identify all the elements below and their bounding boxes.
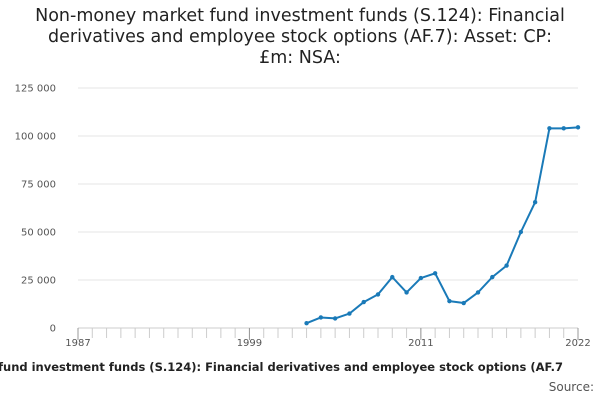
data-point[interactable] (432, 271, 438, 276)
data-point[interactable] (347, 311, 352, 316)
gridlines (78, 87, 578, 281)
data-point[interactable] (375, 292, 381, 297)
x-tick-label: 1999 (237, 338, 262, 349)
data-point[interactable] (361, 299, 366, 305)
data-point[interactable] (547, 126, 552, 131)
data-point[interactable] (418, 275, 424, 281)
y-tick-label: 75 000 (21, 180, 56, 191)
y-tick-label: 125 000 (15, 84, 56, 95)
chart-title-line-2: derivatives and employee stock options (… (48, 27, 552, 47)
data-point[interactable] (561, 126, 566, 131)
chart-title: Non-money market fund investment funds (… (0, 6, 600, 69)
data-point[interactable] (390, 274, 395, 280)
data-series (304, 125, 581, 326)
data-point[interactable] (332, 316, 338, 321)
y-tick-label: 25 000 (21, 276, 56, 287)
data-point[interactable] (504, 263, 509, 268)
data-point[interactable] (404, 290, 409, 295)
data-point[interactable] (575, 125, 581, 130)
x-axis: 1987 1999 2011 2022 (65, 327, 591, 349)
chart-title-line-1: Non-money market fund investment funds (… (35, 6, 565, 26)
chart-title-line-3: £m: NSA: (259, 48, 341, 68)
data-point[interactable] (475, 290, 481, 295)
data-point[interactable] (461, 300, 466, 306)
y-axis-ticks: 0 25 000 50 000 75 000 100 000 125 000 (15, 84, 56, 335)
data-point[interactable] (304, 321, 309, 326)
y-tick-label: 50 000 (21, 228, 56, 239)
x-axis-title: fund investment funds (S.124): Financial… (0, 360, 564, 374)
data-point[interactable] (318, 315, 324, 320)
y-tick-label: 100 000 (15, 132, 56, 143)
data-point[interactable] (532, 200, 538, 205)
y-tick-label: 0 (50, 324, 56, 335)
series-line (306, 126, 579, 325)
data-point[interactable] (447, 298, 452, 304)
x-tick-label: 1987 (65, 338, 90, 349)
x-tick-label: 2022 (565, 338, 590, 349)
source-label: Source: (548, 380, 594, 394)
data-point[interactable] (518, 229, 524, 235)
data-point[interactable] (490, 274, 495, 280)
x-tick-label: 2011 (408, 338, 433, 349)
